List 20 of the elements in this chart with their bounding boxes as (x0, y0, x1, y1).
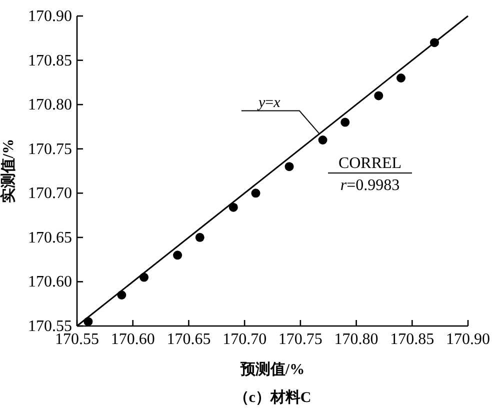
x-tick-label: 170.65 (166, 331, 211, 348)
x-tick-label: 170.85 (390, 331, 434, 348)
x-axis-title: 预测值/% (239, 361, 305, 378)
y-tick-label: 170.70 (28, 185, 72, 202)
annotation: CORREL (338, 155, 402, 172)
y-tick-label: 170.60 (28, 274, 72, 291)
y-tick-label: 170.75 (28, 140, 72, 158)
y-tick-label: 170.80 (28, 96, 72, 114)
x-tick-label: 170.75 (278, 331, 322, 348)
text: （c）材料C (234, 389, 312, 406)
x-tick-label: 170.90 (446, 331, 490, 348)
x-tick-label: 170.70 (222, 331, 267, 348)
y-tick-label: 170.90 (28, 8, 72, 25)
y-axis-title: 实测值/% (0, 138, 17, 204)
annotation: r=0.9983 (340, 177, 400, 194)
x-tick-label: 170.80 (334, 331, 378, 348)
x-tick-label: 170.60 (110, 331, 155, 348)
y-tick-label: 170.85 (28, 52, 72, 70)
text: y=x (256, 94, 281, 111)
y-tick-label: 170.65 (28, 229, 72, 246)
